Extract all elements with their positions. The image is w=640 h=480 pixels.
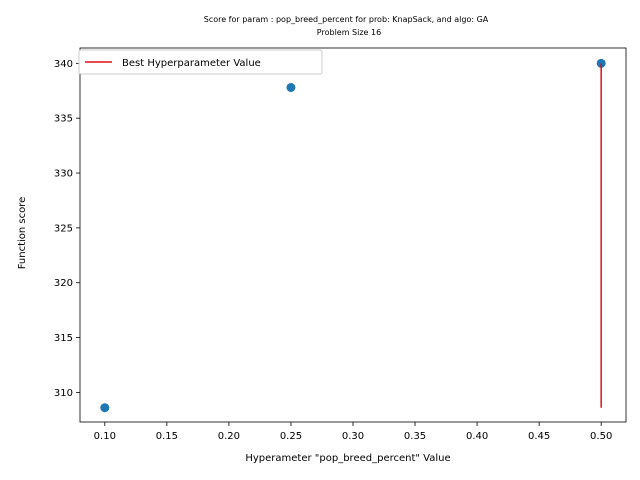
plot-marks (100, 58, 606, 413)
x-tick-label: 0.30 (342, 431, 364, 442)
x-tick-label: 0.35 (404, 431, 426, 442)
y-tick-label: 325 (54, 223, 73, 234)
x-tick-label: 0.40 (466, 431, 488, 442)
x-tick-label: 0.25 (280, 431, 302, 442)
data-point (286, 82, 296, 92)
legend-box (78, 49, 323, 75)
y-tick-label: 310 (54, 388, 73, 399)
legend: Best Hyperparameter Value (78, 49, 323, 75)
chart-title: Score for param : pop_breed_percent for … (204, 15, 489, 24)
x-tick-label: 0.45 (528, 431, 550, 442)
y-tick-label: 315 (54, 333, 73, 344)
y-tick-label: 335 (54, 114, 73, 125)
x-axis-title: Hyperameter "pop_breed_percent" Value (245, 453, 450, 464)
y-axis-title: Function score (17, 197, 28, 270)
chart-subtitle: Problem Size 16 (317, 28, 381, 37)
legend-label: Best Hyperparameter Value (122, 58, 261, 69)
y-axis: 310 315 320 325 330 335 340 (54, 59, 80, 399)
x-tick-label: 0.20 (218, 431, 240, 442)
x-tick-label: 0.10 (94, 431, 116, 442)
data-point (100, 403, 110, 413)
plot-area (79, 47, 627, 423)
y-tick-label: 340 (54, 59, 73, 70)
x-tick-label: 0.15 (156, 431, 178, 442)
y-tick-label: 320 (54, 278, 73, 289)
x-axis: 0.10 0.15 0.20 0.25 0.30 0.35 0.40 0.45 0.50 (94, 422, 612, 442)
y-tick-label: 330 (54, 169, 73, 180)
x-tick-label: 0.50 (590, 431, 612, 442)
